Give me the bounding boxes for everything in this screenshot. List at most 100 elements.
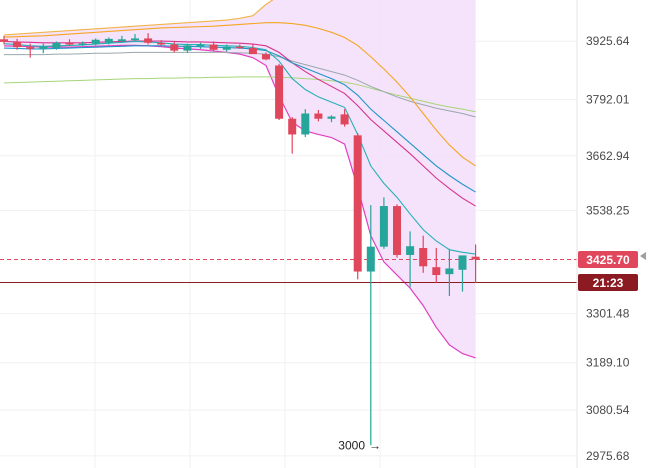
candle-body xyxy=(39,46,48,49)
candle[interactable] xyxy=(445,248,454,296)
candle-body xyxy=(366,246,375,272)
candle[interactable] xyxy=(209,41,218,52)
candle[interactable] xyxy=(65,39,74,46)
candle[interactable] xyxy=(39,43,48,54)
candles[interactable] xyxy=(0,33,480,446)
candle-body xyxy=(144,38,153,43)
candle[interactable] xyxy=(183,43,192,53)
candle[interactable] xyxy=(366,205,375,446)
candle-body xyxy=(78,43,87,46)
price-axis-tick: 3662.94 xyxy=(586,149,630,163)
candle-body xyxy=(353,135,362,272)
candle[interactable] xyxy=(340,109,349,127)
price-axis-tick: 3189.10 xyxy=(586,356,630,370)
candle[interactable] xyxy=(262,52,270,61)
candle-body xyxy=(222,46,231,50)
candle[interactable] xyxy=(471,244,480,283)
candle[interactable] xyxy=(288,117,297,154)
countdown-badge: 21:23 xyxy=(578,273,638,291)
scroll-left-arrow-icon[interactable] xyxy=(640,252,646,260)
candle[interactable] xyxy=(13,38,22,50)
candle[interactable] xyxy=(248,44,257,55)
candle-body xyxy=(52,42,61,49)
price-badge: 3425.70 xyxy=(578,250,638,268)
candle-body xyxy=(458,255,467,270)
candle[interactable] xyxy=(314,110,323,122)
candle[interactable] xyxy=(157,40,166,46)
candle-body xyxy=(419,247,428,267)
price-axis-tick: 3538.25 xyxy=(586,203,630,217)
candle-body xyxy=(248,48,257,55)
candle-body xyxy=(327,116,336,119)
candle-body xyxy=(196,44,205,47)
candle-body xyxy=(445,268,454,275)
low-annotation: 3000 → xyxy=(338,438,381,452)
candle[interactable] xyxy=(78,41,87,46)
countdown-badge-value: 21:23 xyxy=(593,276,624,290)
ema-gray-line xyxy=(4,51,476,118)
candle-body xyxy=(340,114,349,125)
band-lower-line xyxy=(3,44,476,359)
price-axis-tick: 2975.68 xyxy=(586,449,630,463)
band-upper-line xyxy=(3,0,274,36)
candle[interactable] xyxy=(353,133,362,280)
candle-body xyxy=(209,44,218,50)
candle[interactable] xyxy=(91,38,100,46)
price-axis-tick: 3301.48 xyxy=(586,307,630,321)
price-axis-tick: 3925.64 xyxy=(586,34,630,48)
candle-body xyxy=(379,206,388,247)
candle[interactable] xyxy=(131,34,139,42)
candle[interactable] xyxy=(0,35,8,45)
candle-body xyxy=(301,113,310,135)
candle-body xyxy=(432,267,441,276)
candle-body xyxy=(117,39,126,42)
candle-body xyxy=(471,256,480,260)
candle-body xyxy=(314,113,323,119)
candle-body xyxy=(393,206,401,255)
candle-body xyxy=(275,65,284,119)
candle-body xyxy=(288,118,297,135)
ema-long-line xyxy=(3,76,476,113)
candle-body xyxy=(157,42,166,45)
candle[interactable] xyxy=(432,247,441,283)
candle-body xyxy=(91,39,100,44)
candle[interactable] xyxy=(235,44,244,49)
candle-body xyxy=(0,39,8,42)
candle[interactable] xyxy=(196,42,205,49)
candle-body xyxy=(235,46,244,49)
candle[interactable] xyxy=(379,197,388,249)
arrow-right-icon: → xyxy=(369,438,381,452)
band-fill xyxy=(4,0,476,358)
low-annotation-label: 3000 xyxy=(338,438,365,452)
price-axis-tick: 3080.54 xyxy=(586,403,630,417)
price-axis[interactable]: 3925.64 3792.01 3662.94 3538.25 3301.48 3189.… xyxy=(586,34,630,463)
candle[interactable] xyxy=(26,43,35,58)
candle-body xyxy=(406,246,415,255)
candle[interactable] xyxy=(327,115,336,123)
candle[interactable] xyxy=(275,63,284,121)
bollinger-band xyxy=(3,0,476,359)
candle[interactable] xyxy=(419,235,428,273)
ema-slow-line xyxy=(3,22,476,167)
price-badge-value: 3425.70 xyxy=(586,253,630,267)
candle[interactable] xyxy=(458,255,467,292)
price-axis-tick: 3792.01 xyxy=(586,93,630,107)
candle-body xyxy=(104,38,113,43)
candle[interactable] xyxy=(406,231,415,288)
candle[interactable] xyxy=(170,41,179,53)
candle[interactable] xyxy=(222,44,231,52)
candle[interactable] xyxy=(393,204,401,258)
candle[interactable] xyxy=(104,37,113,45)
candle-body xyxy=(131,38,139,41)
candle[interactable] xyxy=(301,109,310,138)
candle[interactable] xyxy=(52,41,61,50)
candle-body xyxy=(26,47,35,49)
candle[interactable] xyxy=(117,35,126,43)
candle-body xyxy=(183,45,192,51)
candle-body xyxy=(170,44,179,51)
price-axis-background xyxy=(577,0,652,468)
candle-body xyxy=(13,41,22,48)
candle[interactable] xyxy=(144,33,153,45)
candle-body xyxy=(262,54,270,60)
